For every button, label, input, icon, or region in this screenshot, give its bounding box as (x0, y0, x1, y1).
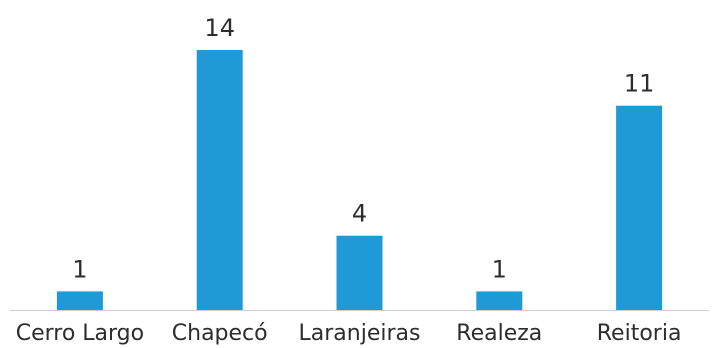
category-label-2: Laranjeiras (299, 321, 421, 346)
value-label-0: 1 (72, 255, 87, 283)
category-label-4: Reitoria (597, 321, 682, 346)
bar-0 (56, 291, 103, 310)
bar-3 (476, 291, 523, 310)
value-label-3: 1 (492, 255, 507, 283)
category-label-1: Chapecó (172, 321, 268, 346)
category-label-0: Cerro Largo (16, 321, 144, 346)
category-labels-group: Cerro Largo Chapecó Laranjeiras Realeza Reit… (16, 321, 682, 346)
bar-2 (336, 235, 383, 310)
value-label-1: 14 (204, 14, 235, 42)
bar-4 (616, 105, 663, 310)
bar-1 (196, 50, 243, 310)
value-label-4: 11 (624, 70, 655, 98)
category-label-3: Realeza (456, 321, 542, 346)
bars-group (56, 50, 663, 310)
value-label-2: 4 (352, 200, 367, 228)
